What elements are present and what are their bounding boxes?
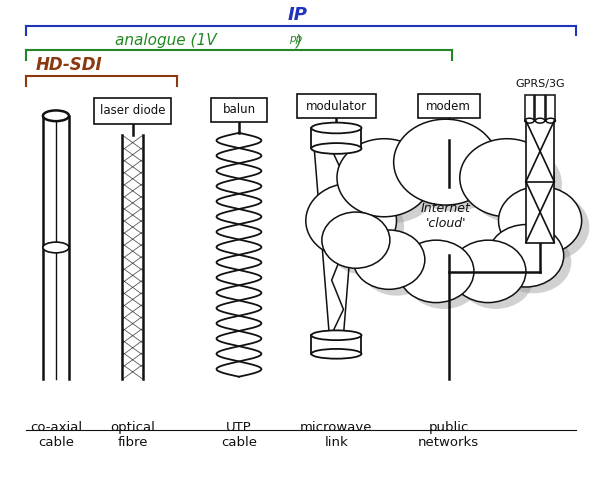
Bar (526, 121, 554, 243)
Circle shape (306, 183, 396, 258)
Circle shape (398, 240, 474, 302)
Circle shape (322, 212, 390, 268)
FancyBboxPatch shape (297, 94, 376, 118)
Circle shape (406, 247, 482, 309)
Circle shape (344, 145, 439, 223)
Text: optical
fibre: optical fibre (110, 421, 155, 449)
Text: co-axial
cable: co-axial cable (30, 421, 82, 449)
Text: public
networks: public networks (418, 421, 479, 449)
Circle shape (337, 139, 432, 217)
Circle shape (498, 186, 582, 255)
Circle shape (460, 139, 554, 217)
Circle shape (393, 119, 498, 205)
Ellipse shape (311, 349, 361, 359)
Circle shape (451, 240, 526, 302)
Text: balun: balun (222, 103, 256, 116)
Circle shape (506, 193, 589, 261)
Ellipse shape (43, 242, 69, 253)
Circle shape (496, 231, 572, 293)
Ellipse shape (311, 123, 361, 133)
Text: Internet
'cloud': Internet 'cloud' (421, 202, 471, 230)
FancyBboxPatch shape (211, 98, 267, 122)
Bar (311, 335, 361, 354)
Text: GPRS/3G: GPRS/3G (516, 79, 565, 89)
FancyBboxPatch shape (418, 94, 480, 118)
Circle shape (488, 225, 564, 287)
Text: ): ) (296, 33, 302, 48)
Text: UTP
cable: UTP cable (221, 421, 257, 449)
Text: HD-SDI: HD-SDI (35, 56, 102, 74)
Ellipse shape (43, 110, 69, 121)
Circle shape (401, 126, 505, 212)
FancyBboxPatch shape (94, 98, 171, 124)
Text: pp: pp (288, 34, 302, 44)
Text: laser diode: laser diode (100, 104, 166, 117)
Text: analogue (1V: analogue (1V (115, 33, 216, 48)
Text: microwave
link: microwave link (300, 421, 372, 449)
Ellipse shape (311, 330, 361, 340)
Ellipse shape (311, 143, 361, 154)
Circle shape (313, 190, 404, 264)
Text: modulator: modulator (306, 99, 367, 113)
Ellipse shape (546, 118, 555, 123)
Bar (535, 95, 545, 121)
Bar (311, 128, 361, 149)
Circle shape (330, 219, 398, 274)
Ellipse shape (524, 118, 534, 123)
Bar (524, 95, 534, 121)
Circle shape (458, 247, 533, 309)
Ellipse shape (535, 118, 545, 123)
Circle shape (361, 237, 433, 296)
Text: IP: IP (288, 6, 308, 24)
Bar (546, 95, 555, 121)
Text: modem: modem (426, 99, 471, 113)
Circle shape (467, 145, 562, 223)
Circle shape (353, 230, 425, 289)
